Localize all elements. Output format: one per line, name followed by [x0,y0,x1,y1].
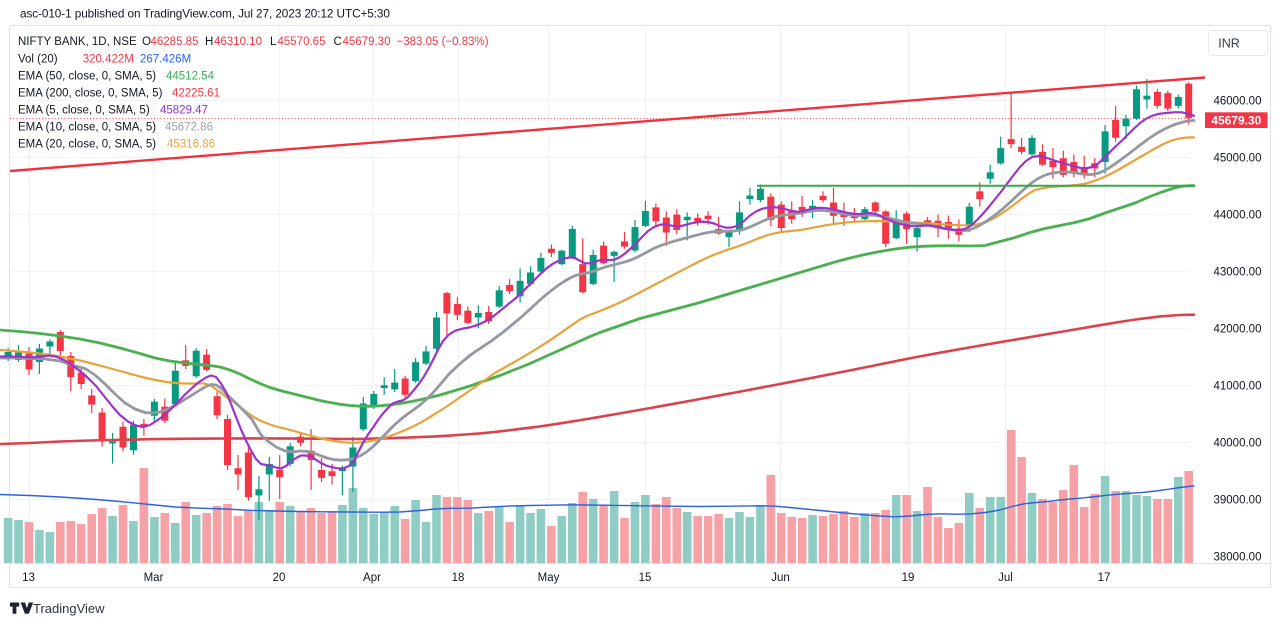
svg-text:40000.00: 40000.00 [1214,438,1262,450]
svg-text:45316.86: 45316.86 [167,139,215,151]
svg-text:45000.00: 45000.00 [1214,153,1262,165]
svg-text:INR: INR [1218,37,1240,51]
svg-text:L: L [270,36,277,48]
svg-text:17: 17 [1098,572,1111,584]
svg-text:45672.86: 45672.86 [165,122,213,134]
svg-text:42225.61: 42225.61 [172,88,220,100]
svg-text:46285.85: 46285.85 [151,36,199,48]
svg-text:267.426M: 267.426M [140,54,191,66]
svg-text:39000.00: 39000.00 [1214,495,1262,507]
svg-text:NIFTY BANK, 1D, NSE: NIFTY BANK, 1D, NSE [18,36,137,48]
svg-text:46310.10: 46310.10 [214,36,262,48]
svg-text:Apr: Apr [363,572,381,584]
svg-text:EMA (10, close, 0, SMA, 5): EMA (10, close, 0, SMA, 5) [18,122,156,134]
svg-text:EMA (5, close, 0, SMA, 5): EMA (5, close, 0, SMA, 5) [18,105,150,117]
svg-text:H: H [205,36,213,48]
svg-text:44512.54: 44512.54 [166,71,215,83]
svg-text:15: 15 [639,572,652,584]
svg-text:18: 18 [452,572,465,584]
svg-text:Vol (20): Vol (20) [18,54,58,66]
svg-text:320.422M: 320.422M [83,54,134,66]
svg-text:EMA (50, close, 0, SMA, 5): EMA (50, close, 0, SMA, 5) [18,71,156,83]
svg-text:TradingView: TradingView [33,601,105,616]
svg-text:45829.47: 45829.47 [160,105,208,117]
svg-text:45679.30: 45679.30 [1211,113,1261,127]
svg-text:19: 19 [902,572,915,584]
svg-text:Mar: Mar [144,572,164,584]
svg-text:45570.65: 45570.65 [278,36,326,48]
svg-text:45679.30: 45679.30 [343,36,391,48]
svg-text:O: O [142,36,151,48]
svg-text:13: 13 [22,572,35,584]
svg-text:asc-010-1 published on Trading: asc-010-1 published on TradingView.com, … [20,7,390,21]
svg-text:43000.00: 43000.00 [1214,267,1262,279]
svg-text:Jun: Jun [771,572,790,584]
svg-text:41000.00: 41000.00 [1214,381,1262,393]
svg-text:44000.00: 44000.00 [1214,210,1262,222]
svg-text:EMA (200, close, 0, SMA, 5): EMA (200, close, 0, SMA, 5) [18,88,163,100]
svg-text:20: 20 [273,572,286,584]
svg-text:42000.00: 42000.00 [1214,324,1262,336]
svg-text:EMA (20, close, 0, SMA, 5): EMA (20, close, 0, SMA, 5) [18,139,156,151]
svg-text:38000.00: 38000.00 [1214,552,1262,564]
svg-text:46000.00: 46000.00 [1214,96,1262,108]
svg-text:Jul: Jul [998,572,1013,584]
svg-text:−383.05 (−0.83%): −383.05 (−0.83%) [397,36,489,48]
svg-text:C: C [334,36,342,48]
svg-text:May: May [538,572,560,584]
